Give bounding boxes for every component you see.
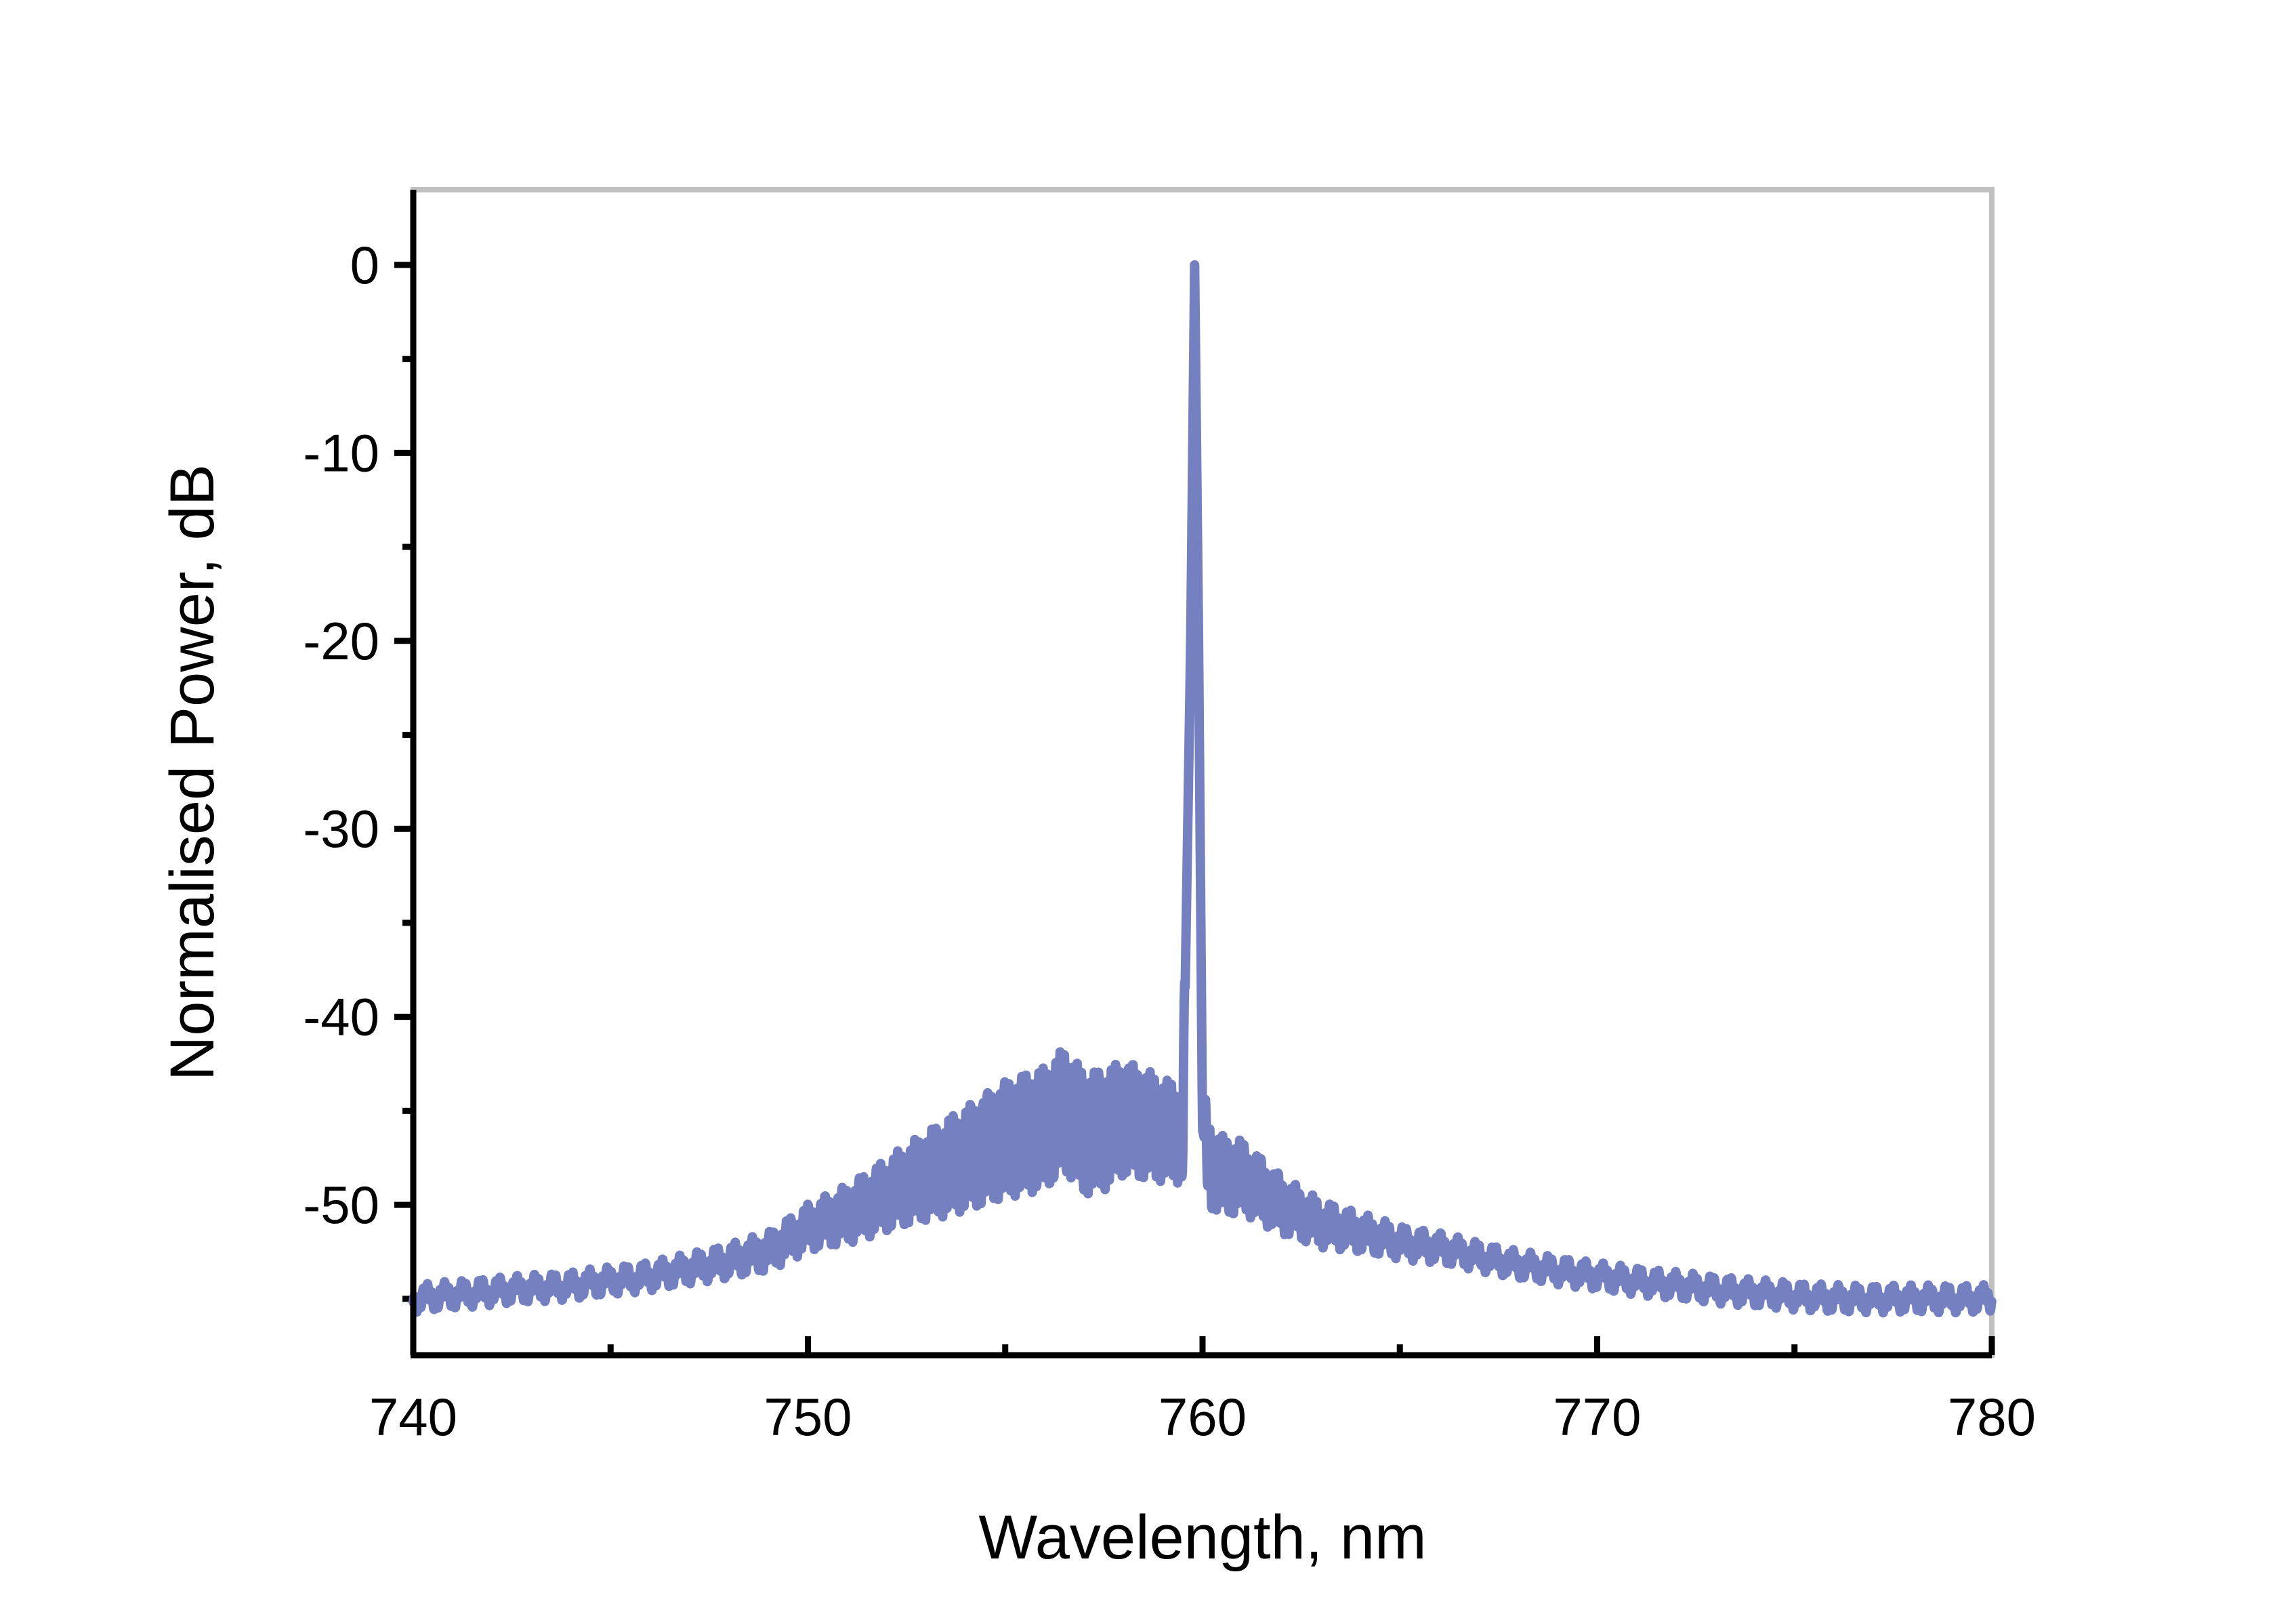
x-axis-title: Wavelength, nm (978, 1503, 1426, 1572)
y-tick-label: 0 (350, 235, 379, 295)
x-tick-label: 750 (764, 1387, 852, 1447)
x-tick-label: 740 (369, 1387, 457, 1447)
y-tick-label: -50 (303, 1175, 379, 1235)
y-tick-label: -40 (303, 987, 379, 1047)
y-tick-label: -30 (303, 799, 379, 859)
spectrum-line (409, 260, 1997, 1318)
y-tick-label: -10 (303, 423, 379, 482)
x-tick-label: 770 (1553, 1387, 1641, 1447)
x-tick-label: 780 (1948, 1387, 2036, 1447)
x-tick-label: 760 (1159, 1387, 1247, 1447)
y-tick-label: -20 (303, 611, 379, 671)
y-axis-title: Normalised Power, dB (158, 464, 227, 1081)
